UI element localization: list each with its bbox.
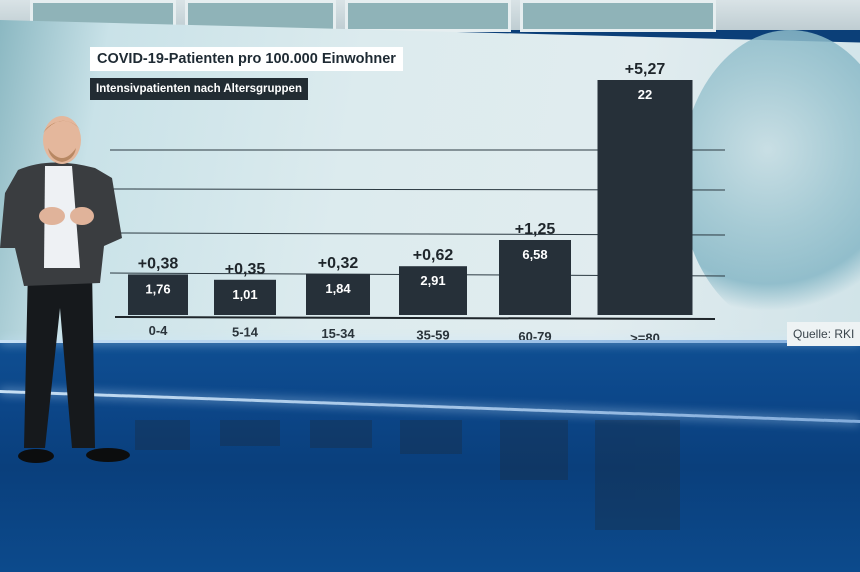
bar-0 — [128, 274, 188, 315]
chart-panel: 1,76 +0,38 0-4 1,01 +0,35 5-14 1,84 +0,32 15-34 2… — [85, 40, 745, 340]
light-strip-upper — [0, 340, 860, 343]
chart-title: COVID-19-Patienten pro 100.000 Einwohner — [90, 47, 403, 71]
bar-2 — [306, 273, 370, 315]
delta-label-1: +0,35 — [225, 261, 266, 278]
delta-label-4: +1,25 — [515, 221, 556, 238]
category-label-2: 15-34 — [321, 326, 355, 340]
delta-label-2: +0,32 — [318, 255, 359, 272]
value-label-1: 1,01 — [232, 287, 257, 302]
category-label-5: >=80 — [630, 331, 660, 341]
window-pane — [345, 0, 511, 32]
category-label-0: 0-4 — [149, 323, 169, 338]
virus-graphic — [680, 30, 860, 330]
window-pane — [520, 0, 716, 32]
value-label-5: 22 — [638, 87, 652, 102]
baseline — [114, 316, 716, 320]
bar-1 — [214, 279, 276, 315]
value-label-4: 6,58 — [522, 247, 547, 262]
delta-label-0: +0,38 — [138, 255, 179, 272]
studio-floor — [0, 340, 860, 572]
category-label-1: 5-14 — [232, 325, 259, 340]
value-label-2: 1,84 — [325, 281, 351, 296]
chart-subtitle: Intensivpatienten nach Altersgruppen — [90, 78, 308, 100]
bar-4 — [499, 240, 571, 315]
delta-label-5: +5,27 — [625, 61, 666, 78]
bar-3 — [399, 266, 467, 315]
value-label-0: 1,76 — [145, 281, 170, 296]
value-label-3: 2,91 — [420, 273, 445, 288]
delta-label-3: +0,62 — [413, 247, 454, 264]
category-label-3: 35-59 — [416, 328, 449, 341]
presenter — [0, 116, 130, 463]
bar-chart: 1,76 +0,38 0-4 1,01 +0,35 5-14 1,84 +0,32 15-34 2… — [109, 61, 726, 341]
floor-reflection — [100, 420, 700, 560]
bar-5 — [597, 80, 693, 315]
source-label: Quelle: RKI — [787, 322, 860, 346]
category-label-4: 60-79 — [518, 329, 551, 340]
